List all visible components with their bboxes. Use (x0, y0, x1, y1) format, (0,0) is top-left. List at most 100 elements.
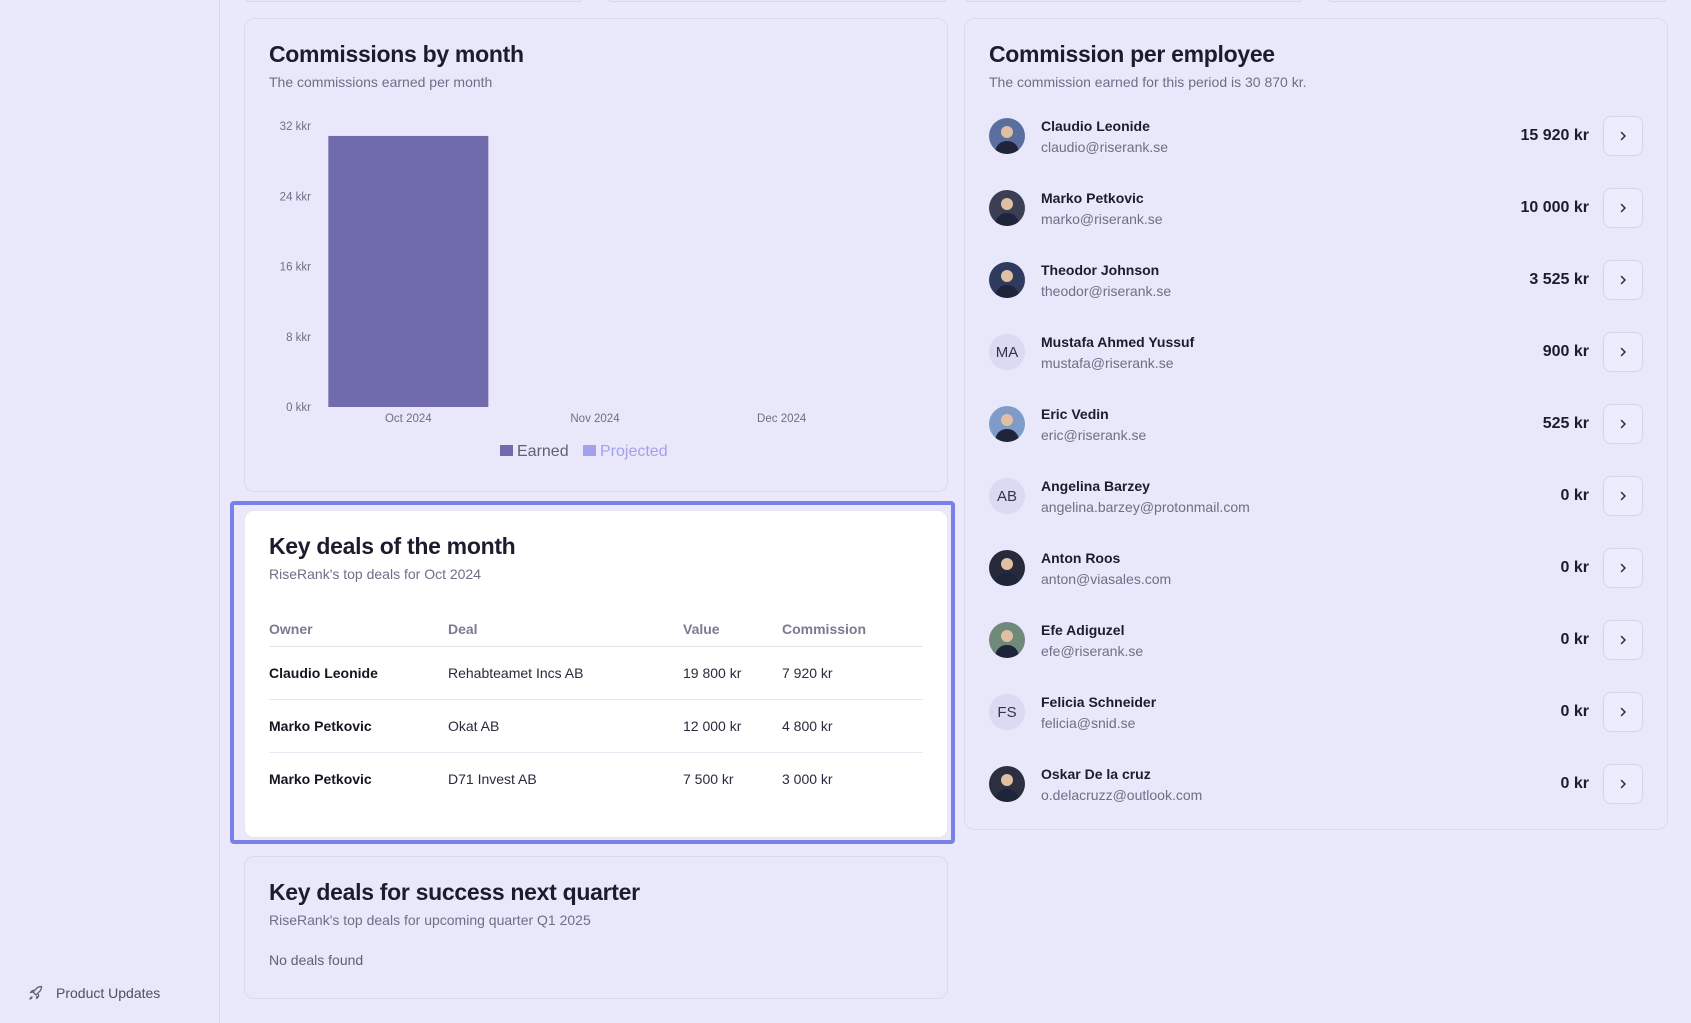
deal-name: Rehabteamet Incs AB (448, 646, 683, 700)
list-item: Eric Vedin eric@riserank.se 525 kr (989, 388, 1643, 460)
list-item: Claudio Leonide claudio@riserank.se 15 9… (989, 100, 1643, 172)
employee-email: angelina.barzey@protonmail.com (1041, 498, 1250, 515)
view-employee-button[interactable] (1603, 260, 1643, 300)
avatar-photo (995, 126, 1019, 154)
employee-commission: 0 kr (1560, 559, 1589, 576)
view-employee-button[interactable] (1603, 620, 1643, 660)
avatar-initials: AB (989, 478, 1025, 514)
x-tick-label: Oct 2024 (385, 413, 432, 425)
x-tick-label: Dec 2024 (757, 413, 807, 425)
view-employee-button[interactable] (1603, 548, 1643, 588)
view-employee-button[interactable] (1603, 188, 1643, 228)
column-header-deal: Deal (448, 612, 683, 647)
employee-commission: 0 kr (1560, 487, 1589, 504)
employee-email: o.delacruzz@outlook.com (1041, 786, 1203, 803)
card-subtitle: The commission earned for this period is… (989, 74, 1307, 90)
card-subtitle: RiseRank's top deals for upcoming quarte… (269, 912, 591, 928)
y-tick-label: 0 kkr (286, 402, 311, 414)
column-header-owner: Owner (269, 612, 448, 647)
view-employee-button[interactable] (1603, 692, 1643, 732)
employee-commission: 0 kr (1560, 631, 1589, 648)
employee-name: Felicia Schneider (1041, 693, 1157, 710)
card-title: Key deals of the month (269, 533, 516, 559)
employee-name: Marko Petkovic (1041, 189, 1144, 206)
employee-list: Claudio Leonide claudio@riserank.se 15 9… (989, 100, 1643, 820)
deal-value: 7 500 kr (683, 770, 734, 787)
deal-value: 19 800 kr (683, 646, 782, 700)
employee-commission: 15 920 kr (1520, 127, 1589, 144)
list-item: MA Mustafa Ahmed Yussuf mustafa@riserank… (989, 316, 1643, 388)
employee-commission: 900 kr (1542, 343, 1589, 360)
chevron-right-icon (1620, 347, 1626, 357)
avatar-photo (995, 774, 1019, 802)
list-item: FS Felicia Schneider felicia@snid.se 0 k… (989, 676, 1643, 748)
stat-card-stub (1326, 0, 1668, 2)
view-employee-button[interactable] (1603, 476, 1643, 516)
employee-info: Claudio Leonide claudio@riserank.se (1041, 118, 1520, 155)
employee-info: Marko Petkovic marko@riserank.se (1041, 190, 1520, 227)
list-item: Theodor Johnson theodor@riserank.se 3 52… (989, 244, 1643, 316)
view-employee-button[interactable] (1603, 764, 1643, 804)
employee-commission: 525 kr (1542, 415, 1589, 432)
deal-commission: 3 000 kr (782, 770, 833, 787)
product-updates-link[interactable]: Product Updates (28, 985, 160, 1001)
deal-name: D71 Invest AB (448, 770, 537, 787)
card-subtitle: The commissions earned per month (269, 74, 493, 90)
product-updates-label: Product Updates (56, 985, 161, 1001)
deal-name: Okat AB (448, 699, 683, 753)
employee-name: Theodor Johnson (1041, 261, 1160, 278)
view-employee-button[interactable] (1603, 332, 1643, 372)
y-tick-label: 24 kkr (280, 191, 311, 203)
key-deals-card: Key deals of the month RiseRank's top de… (244, 510, 948, 838)
avatar-photo (995, 630, 1019, 658)
stat-card-stub (964, 0, 1304, 2)
employee-email: efe@riserank.se (1041, 642, 1144, 659)
avatar (989, 118, 1025, 154)
employee-info: Felicia Schneider felicia@snid.se (1041, 694, 1561, 731)
avatar-initials: FS (989, 694, 1025, 730)
y-tick-label: 8 kkr (286, 332, 311, 344)
employee-info: Anton Roos anton@viasales.com (1041, 550, 1561, 587)
view-employee-button[interactable] (1603, 116, 1643, 156)
selection-highlight (230, 501, 955, 844)
legend-label-earned: Earned (517, 443, 569, 460)
commissions-by-month-card: Commissions by month The commissions ear… (244, 18, 948, 492)
avatar-initials: MA (989, 334, 1025, 370)
bar-earned (328, 135, 489, 407)
avatar-photo (995, 414, 1019, 442)
employee-name: Anton Roos (1041, 549, 1121, 566)
chevron-right-icon (1620, 131, 1626, 141)
employee-info: Eric Vedin eric@riserank.se (1041, 406, 1543, 443)
next-quarter-deals-card: Key deals for success next quarter RiseR… (244, 856, 948, 999)
employee-email: marko@riserank.se (1041, 210, 1163, 227)
employee-commission: 10 000 kr (1520, 199, 1589, 216)
y-tick-label: 16 kkr (280, 262, 311, 274)
employee-name: Efe Adiguzel (1041, 621, 1125, 638)
avatar (989, 550, 1025, 586)
avatar (989, 190, 1025, 226)
deal-owner: Marko Petkovic (269, 699, 448, 753)
employee-info: Oskar De la cruz o.delacruzz@outlook.com (1041, 766, 1561, 803)
legend-swatch-projected (583, 445, 596, 456)
employee-email: mustafa@riserank.se (1041, 354, 1174, 371)
list-item: AB Angelina Barzey angelina.barzey@proto… (989, 460, 1643, 532)
card-title: Commissions by month (269, 41, 524, 67)
deal-value: 12 000 kr (683, 699, 782, 753)
stat-card-stub (244, 0, 584, 2)
key-deals-table: Owner Deal Value Commission Claudio Leon… (269, 612, 923, 805)
empty-state: No deals found (269, 952, 364, 968)
legend-label-projected: Projected (600, 443, 668, 460)
employee-info: Theodor Johnson theodor@riserank.se (1041, 262, 1529, 299)
employee-email: felicia@snid.se (1041, 714, 1136, 731)
avatar-photo (995, 558, 1019, 586)
employee-commission: 3 525 kr (1529, 271, 1589, 288)
rocket-icon (29, 985, 43, 1000)
chevron-right-icon (1620, 779, 1626, 789)
view-employee-button[interactable] (1603, 404, 1643, 444)
employee-name: Eric Vedin (1041, 405, 1109, 422)
chevron-right-icon (1620, 275, 1626, 285)
employee-email: eric@riserank.se (1041, 426, 1147, 443)
list-item: Oskar De la cruz o.delacruzz@outlook.com… (989, 748, 1643, 820)
employee-name: Mustafa Ahmed Yussuf (1041, 333, 1195, 350)
column-header-commission: Commission (782, 612, 923, 647)
